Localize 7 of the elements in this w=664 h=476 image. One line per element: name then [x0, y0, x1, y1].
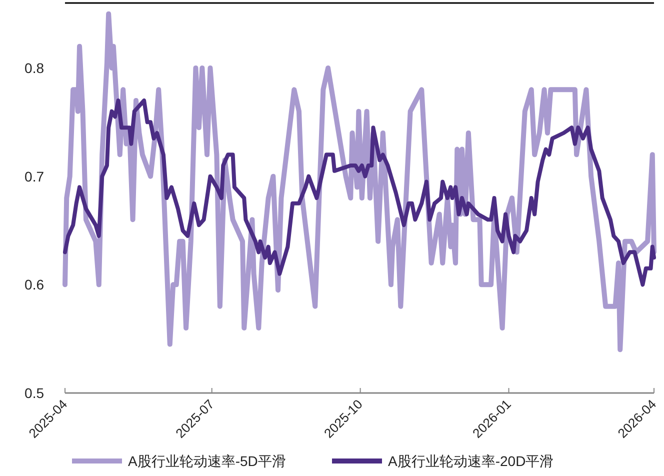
legend-label: A股行业轮动速率-20D平滑	[388, 453, 554, 469]
y-tick-label: 0.6	[24, 276, 44, 293]
line-series	[63, 98, 656, 287]
y-tick-label: 0.7	[24, 168, 44, 184]
y-tick-label: 0.8	[24, 60, 44, 76]
y-tick-label: 0.5	[24, 385, 44, 401]
legend-label: A股行业轮动速率-5D平滑	[128, 453, 286, 469]
